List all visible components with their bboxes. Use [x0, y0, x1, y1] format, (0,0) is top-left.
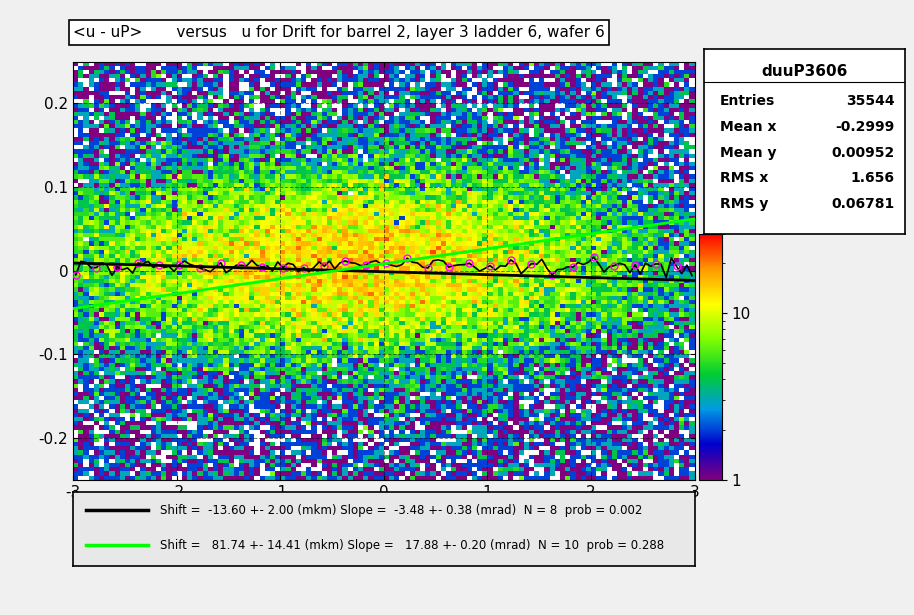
Text: 35544: 35544: [846, 94, 895, 108]
Text: -0.2999: -0.2999: [835, 120, 895, 133]
X-axis label: ../Pass53_TpcSvtSsdPlotsG40GNFP25rCut0.5cm.root: ../Pass53_TpcSvtSsdPlotsG40GNFP25rCut0.5…: [203, 507, 565, 521]
Text: 0.06781: 0.06781: [832, 197, 895, 211]
Text: RMS x: RMS x: [720, 172, 769, 185]
Text: Shift =  -13.60 +- 2.00 (mkm) Slope =  -3.48 +- 0.38 (mrad)  N = 8  prob = 0.002: Shift = -13.60 +- 2.00 (mkm) Slope = -3.…: [160, 504, 643, 517]
Text: Mean y: Mean y: [720, 146, 776, 159]
Text: Mean x: Mean x: [720, 120, 776, 133]
Text: 1.656: 1.656: [851, 172, 895, 185]
Text: <u - uP>       versus   u for Drift for barrel 2, layer 3 ladder 6, wafer 6: <u - uP> versus u for Drift for barrel 2…: [73, 25, 605, 40]
Text: Entries: Entries: [720, 94, 775, 108]
Text: duuP3606: duuP3606: [761, 64, 847, 79]
Text: RMS y: RMS y: [720, 197, 769, 211]
Text: Shift =   81.74 +- 14.41 (mkm) Slope =   17.88 +- 0.20 (mrad)  N = 10  prob = 0.: Shift = 81.74 +- 14.41 (mkm) Slope = 17.…: [160, 539, 664, 552]
Text: 0.00952: 0.00952: [832, 146, 895, 159]
